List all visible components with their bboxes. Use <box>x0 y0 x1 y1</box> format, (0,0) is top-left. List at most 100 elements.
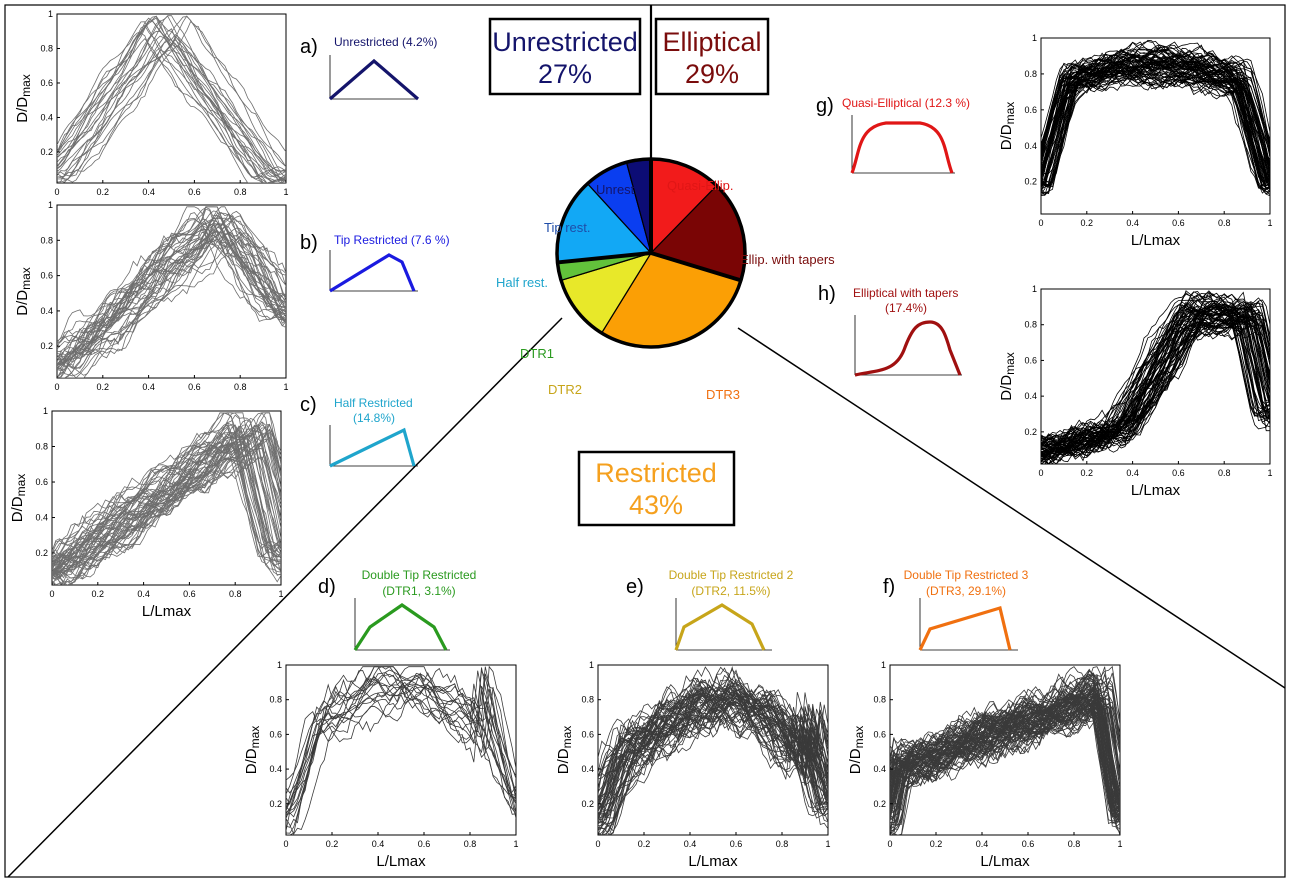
category-box-elliptical: Elliptical 29% <box>654 17 770 96</box>
profile-curve <box>57 223 286 366</box>
profile-curves <box>1041 39 1270 197</box>
y-tick-label: 0.2 <box>1024 427 1037 437</box>
x-tick-label: 0 <box>887 839 892 849</box>
panel-letter: f) <box>883 576 895 598</box>
y-tick-label: 0.4 <box>1024 141 1037 151</box>
profile-plot-f: 0 0.2 0.4 0.6 0.8 1 0.2 0.4 0.6 0.8 1 D/Dmax L/Lmax <box>847 660 1123 870</box>
x-tick-label: 1 <box>283 382 288 392</box>
profile-curve <box>890 692 1120 834</box>
y-tick-label: 0.4 <box>35 513 48 523</box>
profile-curve <box>598 678 828 809</box>
profile-curve <box>52 436 281 568</box>
panel-name: Elliptical with tapers <box>853 286 958 300</box>
x-tick-label: 0.6 <box>418 839 431 849</box>
profile-curve <box>598 669 828 823</box>
profile-curve <box>1041 317 1270 460</box>
profile-plots: 0 0.2 0.4 0.6 0.8 1 0.2 0.4 0.6 0.8 1 D/Dmax 0 0.2 0.4… <box>9 9 1273 870</box>
profile-curve <box>57 17 286 181</box>
y-tick-label: 0.8 <box>40 235 53 245</box>
x-tick-label: 0.2 <box>930 839 943 849</box>
shape-sketch <box>918 605 1012 651</box>
profile-curve <box>52 429 281 585</box>
profile-curve <box>52 430 281 567</box>
shape-sketch <box>850 121 954 174</box>
profile-curves <box>890 665 1120 835</box>
profile-curve <box>286 666 516 800</box>
profile-curve <box>286 681 516 814</box>
profile-curve <box>57 212 286 370</box>
profile-curve <box>1041 314 1270 464</box>
profile-curve <box>890 699 1120 802</box>
profile-curves <box>598 665 828 835</box>
profile-curve <box>57 231 286 378</box>
profile-curve <box>57 35 286 183</box>
y-axis-label: D/Dmax <box>998 102 1017 151</box>
y-tick-label: 0.4 <box>40 112 53 122</box>
category-title: Unrestricted <box>492 27 638 57</box>
profile-curve <box>57 215 286 366</box>
panel-letter: e) <box>626 576 644 598</box>
x-tick-label: 0.8 <box>229 589 242 599</box>
pie-label-unrest: Unrest. <box>596 182 638 197</box>
profile-curve <box>52 423 281 579</box>
profile-curve <box>57 229 286 366</box>
profile-curve <box>890 678 1120 809</box>
y-tick-label: 1 <box>48 9 53 19</box>
panel-name-line2: (14.8%) <box>353 411 395 425</box>
profile-plot-b: 0 0.2 0.4 0.6 0.8 1 0.2 0.4 0.6 0.8 1 D/Dmax <box>14 200 289 392</box>
profile-curve <box>1041 305 1270 455</box>
profile-curve <box>57 16 286 177</box>
y-tick-label: 1 <box>48 200 53 210</box>
x-tick-label: 0.6 <box>183 589 196 599</box>
profile-curve <box>57 210 286 369</box>
y-tick-label: 0.8 <box>1024 69 1037 79</box>
category-title: Elliptical <box>662 27 761 57</box>
profile-curve <box>52 434 281 583</box>
panel-a: a) Unrestricted (4.2%) <box>300 35 437 101</box>
x-axis-label: L/Lmax <box>1131 482 1181 499</box>
shape-sketch <box>329 427 416 468</box>
profile-curve <box>52 443 281 585</box>
profile-curve <box>57 219 286 348</box>
profile-curve <box>52 412 281 563</box>
profile-curve <box>286 666 516 819</box>
divider-left <box>7 317 563 878</box>
pie-group-divider-1 <box>650 251 742 283</box>
category-percent: 27% <box>538 59 592 89</box>
y-tick-label: 1 <box>43 406 48 416</box>
y-tick-label: 1 <box>1032 284 1037 294</box>
y-tick-label: 0.6 <box>1024 105 1037 115</box>
profile-curve <box>890 689 1120 831</box>
panel-h: h) Elliptical with tapers (17.4%) <box>818 283 962 377</box>
profile-curve <box>57 206 286 363</box>
x-tick-label: 0.8 <box>776 839 789 849</box>
x-tick-label: 0.4 <box>372 839 385 849</box>
panel-letter: d) <box>318 576 336 598</box>
y-tick-label: 0.6 <box>40 78 53 88</box>
x-tick-label: 1 <box>283 187 288 197</box>
pie-label-quasi-ellip: Quasi-Ellip. <box>667 178 733 193</box>
category-box-unrestricted: Unrestricted 27% <box>488 17 642 96</box>
profile-curve <box>1041 305 1270 462</box>
y-tick-label: 1 <box>589 660 594 670</box>
x-tick-label: 0.4 <box>1126 468 1139 478</box>
profile-plot-c: 0 0.2 0.4 0.6 0.8 1 0.2 0.4 0.6 0.8 1 D/Dmax L/Lmax <box>9 406 284 620</box>
x-tick-label: 0.8 <box>1068 839 1081 849</box>
x-tick-label: 0.4 <box>142 382 155 392</box>
profile-curve <box>286 674 516 819</box>
x-axis-label: L/Lmax <box>1131 232 1181 249</box>
x-tick-label: 0.6 <box>1172 468 1185 478</box>
profile-curve <box>598 679 828 835</box>
profile-curve <box>598 687 828 817</box>
panel-name-line2: (DTR3, 29.1%) <box>926 584 1006 598</box>
pie-label-ellip-tapers: Ellip. with tapers <box>740 252 835 267</box>
panel-f: f) Double Tip Restricted 3 (DTR3, 29.1%) <box>883 568 1029 651</box>
x-tick-label: 1 <box>825 839 830 849</box>
y-tick-label: 0.2 <box>1024 177 1037 187</box>
x-tick-label: 0.6 <box>1022 839 1035 849</box>
profile-curve <box>57 206 286 343</box>
shape-sketch <box>854 320 962 377</box>
y-tick-label: 0.8 <box>873 695 886 705</box>
y-axis-label: D/Dmax <box>847 726 866 775</box>
profile-curves <box>286 665 516 835</box>
